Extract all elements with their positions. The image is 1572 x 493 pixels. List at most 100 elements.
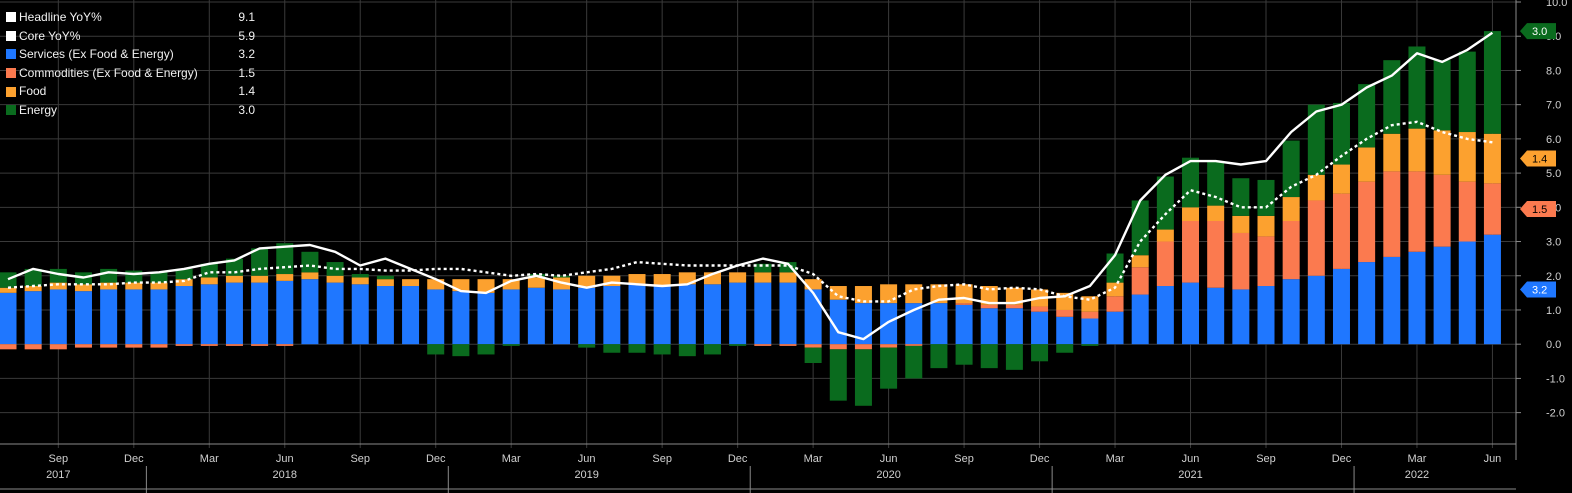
- bar-commodities: [150, 344, 168, 348]
- badge-shape: [1520, 201, 1556, 218]
- bar-services: [1358, 262, 1376, 345]
- bar-energy: [1156, 176, 1174, 230]
- bar-food: [74, 284, 92, 292]
- bar-energy: [1307, 104, 1325, 175]
- bar-food: [1332, 164, 1350, 194]
- bar-services: [1182, 282, 1200, 345]
- x-tick-label: Dec: [426, 453, 446, 465]
- bar-energy: [980, 344, 998, 369]
- bar-food: [0, 287, 17, 293]
- bar-commodities: [1081, 311, 1099, 319]
- bar-food: [905, 284, 923, 304]
- bar-commodities: [829, 344, 847, 350]
- bar-services: [49, 289, 67, 345]
- bar-services: [326, 282, 344, 345]
- bar-energy: [301, 251, 319, 273]
- legend-swatch-headline: [6, 12, 16, 23]
- bar-energy: [326, 262, 344, 276]
- bar-energy: [100, 268, 118, 283]
- stacked-bars: [0, 31, 1501, 406]
- bar-food: [1483, 133, 1501, 184]
- bar-energy: [603, 344, 621, 353]
- bar-energy: [729, 344, 747, 346]
- bar-energy: [1358, 84, 1376, 148]
- bar-food: [1307, 174, 1325, 201]
- legend-label: Food: [19, 84, 47, 99]
- bar-services: [402, 286, 420, 345]
- x-year-label: 2019: [574, 469, 598, 481]
- legend-swatch-energy: [6, 105, 16, 116]
- bar-services: [1031, 311, 1049, 345]
- bar-services: [1131, 294, 1149, 345]
- bar-commodities: [24, 344, 42, 350]
- bar-commodities: [1257, 236, 1275, 287]
- bar-food: [477, 279, 495, 293]
- bar-energy: [1232, 178, 1250, 216]
- bar-food: [276, 274, 294, 281]
- badge-shape: [1520, 281, 1556, 298]
- bar-food: [1106, 282, 1124, 297]
- bar-food: [1257, 215, 1275, 237]
- legend: Headline YoY% 9.1 Core YoY% 5.9 Services…: [2, 8, 255, 120]
- bar-services: [1433, 246, 1451, 345]
- bar-commodities: [1056, 309, 1074, 317]
- bar-services: [502, 289, 520, 345]
- bar-energy: [804, 347, 822, 364]
- bar-commodities: [276, 344, 294, 346]
- bar-food: [402, 279, 420, 287]
- bar-energy: [1207, 161, 1225, 206]
- bar-commodities: [1458, 181, 1476, 242]
- bar-energy: [452, 344, 470, 357]
- bar-energy: [578, 344, 596, 348]
- legend-item-commodities: Commodities (Ex Food & Energy) 1.5: [2, 64, 255, 83]
- bar-food: [1156, 229, 1174, 242]
- badge-services: 3.2: [1520, 281, 1556, 298]
- bar-commodities: [880, 344, 898, 348]
- bar-commodities: [905, 344, 923, 346]
- bar-energy: [150, 272, 168, 283]
- bar-services: [351, 284, 369, 345]
- bar-energy: [1433, 60, 1451, 131]
- bar-services: [653, 286, 671, 345]
- bar-services: [1282, 279, 1300, 345]
- legend-item-food: Food 1.4: [2, 82, 255, 101]
- legend-value: 1.5: [238, 65, 255, 80]
- bar-commodities: [251, 344, 269, 346]
- bar-services: [628, 284, 646, 345]
- bar-services: [527, 287, 545, 345]
- bar-energy: [854, 349, 872, 406]
- bar-services: [276, 280, 294, 345]
- bar-services: [125, 289, 143, 345]
- bar-energy: [1081, 344, 1099, 346]
- legend-value: 9.1: [238, 10, 255, 24]
- bar-services: [729, 282, 747, 345]
- bar-services: [1081, 318, 1099, 345]
- bar-commodities: [1005, 304, 1023, 309]
- badge-shape: [1520, 23, 1556, 40]
- x-tick-label: Mar: [1106, 453, 1125, 465]
- bar-commodities: [1106, 296, 1124, 312]
- x-tick-label: Dec: [1030, 453, 1050, 465]
- y-tick-label: 10.0: [1546, 0, 1567, 9]
- bar-food: [1005, 287, 1023, 305]
- bar-services: [1156, 286, 1174, 345]
- bar-services: [854, 303, 872, 345]
- x-tick-label: Jun: [276, 453, 294, 465]
- bar-services: [930, 303, 948, 345]
- last-value-badges: 3.2 1.5 1.4 3.0: [1520, 23, 1556, 298]
- bar-food: [49, 282, 67, 290]
- bar-food: [980, 286, 998, 305]
- bar-services: [225, 282, 243, 345]
- x-tick-label: Sep: [350, 453, 370, 465]
- badge-label: 3.0: [1532, 26, 1547, 38]
- bar-services: [1332, 268, 1350, 345]
- bar-services: [779, 282, 797, 345]
- bar-services: [1383, 256, 1401, 345]
- x-year-label: 2018: [273, 469, 297, 481]
- bar-commodities: [1031, 306, 1049, 312]
- bar-energy: [427, 344, 445, 355]
- y-tick-label: 5.0: [1546, 168, 1561, 180]
- bar-commodities: [1408, 171, 1426, 252]
- bar-services: [301, 279, 319, 345]
- bar-food: [829, 286, 847, 300]
